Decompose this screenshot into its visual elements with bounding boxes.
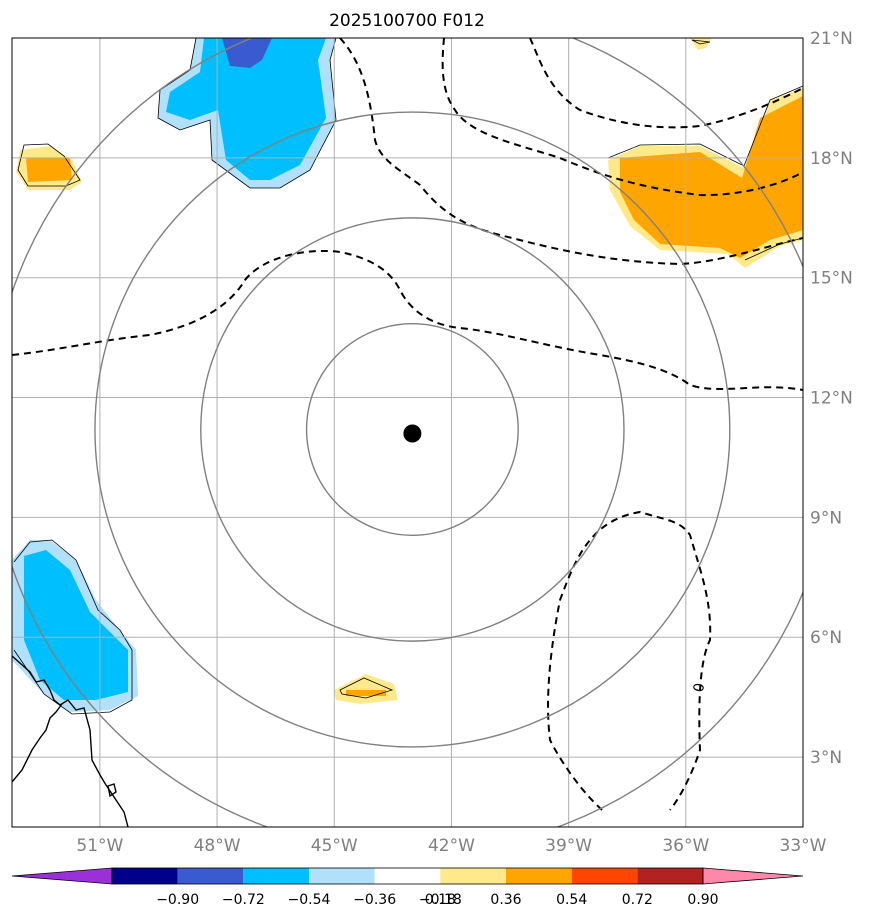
- storm-center-marker: [403, 424, 422, 443]
- lat-tick-label: 12°N: [810, 389, 853, 409]
- lon-tick-label: 39°W: [545, 836, 592, 856]
- lon-tick-label: 36°W: [662, 836, 709, 856]
- colorbar: −0.90 −0.72 −0.54 −0.36 −0.180.18 0.36 0.54 0.7…: [11, 867, 804, 908]
- lat-tick-label: 15°N: [810, 269, 853, 289]
- colorbar-segment: [112, 868, 178, 884]
- lon-tick-label: 48°W: [194, 836, 241, 856]
- lat-tick-label: 6°N: [810, 628, 842, 648]
- colorbar-tick-label: 0.36: [490, 892, 521, 908]
- range-ring: [305, 322, 519, 537]
- colorbar-tick-label: −0.18: [419, 892, 462, 908]
- colorbar-segment: [243, 868, 309, 884]
- colorbar-tick-label: −0.72: [222, 892, 265, 908]
- lat-tick-label: 3°N: [810, 748, 842, 768]
- shaded-fields: [12, 38, 803, 715]
- colorbar-segment: [506, 868, 572, 884]
- range-ring: [94, 111, 731, 748]
- colorbar-segment: [637, 868, 703, 884]
- lon-tick-label: 45°W: [311, 836, 358, 856]
- dashed-contours: [12, 38, 803, 811]
- colorbar-segment: [440, 868, 506, 884]
- lon-tick-label: 42°W: [428, 836, 475, 856]
- gridlines: [12, 38, 803, 827]
- range-ring: [200, 217, 625, 642]
- colorbar-tick-label: −0.90: [156, 892, 199, 908]
- colorbar-tick-label: 0.54: [556, 892, 587, 908]
- latitude-labels: 21°N 18°N 15°N 12°N 9°N 6°N 3°N: [810, 29, 853, 768]
- colorbar-tick-label: −0.54: [288, 892, 331, 908]
- colorbar-tick-label: 0.72: [622, 892, 653, 908]
- lat-tick-label: 18°N: [810, 149, 853, 169]
- colorbar-extend-low: [11, 867, 113, 885]
- map-title: 2025100700 F012: [329, 11, 485, 31]
- contour-label: 0: [691, 682, 708, 694]
- lon-tick-label: 51°W: [76, 836, 123, 856]
- colorbar-tick-label: −0.36: [353, 892, 396, 908]
- colorbar-extend-high: [702, 867, 804, 885]
- longitude-labels: 51°W 48°W 45°W 42°W 39°W 36°W 33°W: [76, 836, 826, 856]
- lon-tick-label: 33°W: [780, 836, 827, 856]
- lat-tick-label: 9°N: [810, 508, 842, 528]
- map-frame: [11, 37, 804, 828]
- colorbar-segment: [309, 868, 375, 884]
- colorbar-tick-label: 0.18: [425, 892, 456, 908]
- colorbar-segment: [571, 868, 638, 884]
- positive-anomaly-south: [334, 674, 398, 704]
- coastline: [12, 655, 129, 827]
- colorbar-segment: [374, 868, 441, 884]
- colorbar-tick-label: 0.90: [687, 892, 718, 908]
- lat-tick-label: 21°N: [810, 29, 853, 49]
- negative-anomaly-north-core: [166, 38, 326, 180]
- colorbar-segment: [177, 868, 244, 884]
- range-rings: [12, 38, 803, 827]
